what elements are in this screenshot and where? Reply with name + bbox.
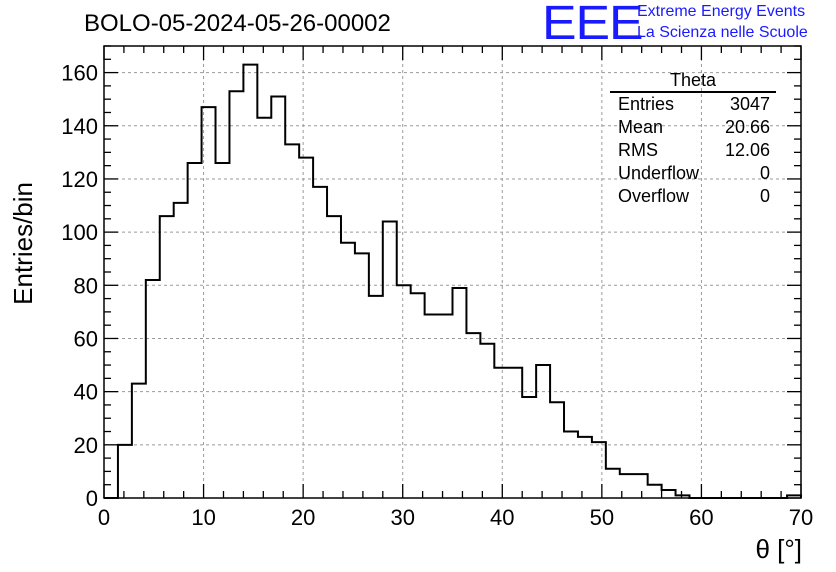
- histogram-bin: [285, 144, 299, 498]
- histogram-bin: [369, 296, 383, 498]
- histogram-bin: [257, 118, 271, 498]
- y-tick-label: 100: [61, 220, 98, 245]
- histogram-bin: [327, 216, 341, 498]
- chart-title: BOLO-05-2024-05-26-00002: [84, 10, 391, 37]
- stats-value: 12.06: [724, 140, 770, 160]
- y-tick-label: 60: [74, 326, 98, 351]
- stats-row-entries: Entries 3047: [610, 93, 776, 116]
- axis-ticks: [103, 45, 802, 499]
- stats-label: Underflow: [618, 163, 700, 183]
- x-tick-label: 30: [390, 505, 414, 530]
- stats-row-mean: Mean 20.66: [610, 116, 776, 139]
- stats-value: 3047: [729, 94, 770, 114]
- y-tick-label: 120: [61, 167, 98, 192]
- x-tick-label: 70: [789, 505, 813, 530]
- histogram-bin: [299, 158, 313, 498]
- tick-labels: 0 10 20 30 40 50 60 70 0 20 40 60 80 100 120 140 160: [61, 61, 813, 530]
- y-tick-label: 160: [61, 61, 98, 86]
- histogram-bin: [411, 293, 425, 498]
- histogram-bin: [536, 365, 550, 498]
- histogram-bin: [564, 432, 578, 498]
- y-axis-label: Entries/bin: [8, 182, 38, 305]
- y-tick-label: 20: [74, 433, 98, 458]
- histogram-bin: [188, 163, 202, 498]
- histogram-bin: [494, 368, 508, 498]
- histogram-bin: [508, 368, 522, 498]
- histogram-bin: [480, 344, 494, 498]
- histogram-outline: [104, 63, 802, 499]
- histogram-bin: [174, 203, 188, 498]
- stats-value: 0: [759, 186, 770, 206]
- x-tick-label: 50: [590, 505, 614, 530]
- stats-label: Entries: [618, 94, 675, 114]
- x-axis-label: θ [°]: [755, 534, 802, 564]
- y-tick-label: 0: [86, 486, 98, 511]
- stats-label: Mean: [618, 117, 664, 137]
- x-tick-label: 60: [689, 505, 713, 530]
- eee-logo: EEE: [542, 0, 644, 50]
- histogram-series: [104, 63, 802, 499]
- stats-row-overflow: Overflow 0: [610, 185, 776, 208]
- stats-title: Theta: [610, 70, 776, 93]
- histogram-bin: [648, 485, 662, 498]
- y-tick-label: 140: [61, 114, 98, 139]
- stats-label: RMS: [618, 140, 658, 160]
- histogram-bin: [425, 315, 439, 498]
- histogram-bin: [662, 490, 676, 498]
- histogram-bin: [397, 285, 411, 498]
- histogram-bin: [341, 243, 355, 498]
- y-tick-label: 40: [74, 380, 98, 405]
- histogram-bin: [578, 437, 592, 498]
- histogram-bin: [522, 397, 536, 498]
- histogram-bin: [355, 253, 369, 498]
- x-tick-label: 40: [490, 505, 514, 530]
- histogram-bin: [383, 221, 397, 498]
- histogram-bin: [606, 469, 620, 498]
- histogram-bin: [439, 315, 453, 498]
- stats-value: 20.66: [724, 117, 770, 137]
- histogram-bin: [160, 216, 174, 498]
- stats-value: 0: [759, 163, 770, 183]
- histogram-bin: [634, 474, 648, 498]
- histogram-bin: [592, 442, 606, 498]
- histogram-bin: [453, 288, 467, 498]
- histogram-bin: [466, 333, 480, 498]
- histogram-bin: [243, 65, 257, 498]
- y-tick-label: 80: [74, 273, 98, 298]
- histogram-bin: [271, 97, 285, 498]
- histogram-bin: [313, 187, 327, 498]
- stats-row-rms: RMS 12.06: [610, 139, 776, 162]
- histogram-bin: [216, 163, 230, 498]
- stats-box: Theta Entries 3047 Mean 20.66 RMS 12.06 …: [610, 70, 776, 208]
- logo-line-1: Extreme Energy Events: [637, 3, 806, 20]
- histogram-bin: [118, 445, 132, 498]
- stats-label: Overflow: [618, 186, 690, 206]
- x-tick-label: 0: [98, 505, 110, 530]
- histogram-bin: [202, 107, 216, 498]
- histogram-bin: [132, 384, 146, 498]
- grid-lines: [104, 46, 801, 498]
- x-tick-label: 10: [191, 505, 215, 530]
- histogram-bin: [550, 402, 564, 498]
- stats-row-underflow: Underflow 0: [610, 162, 776, 185]
- x-tick-label: 20: [291, 505, 315, 530]
- histogram-bin: [229, 91, 243, 498]
- histogram-bin: [146, 280, 160, 498]
- logo-line-2: La Scienza nelle Scuole: [637, 24, 808, 41]
